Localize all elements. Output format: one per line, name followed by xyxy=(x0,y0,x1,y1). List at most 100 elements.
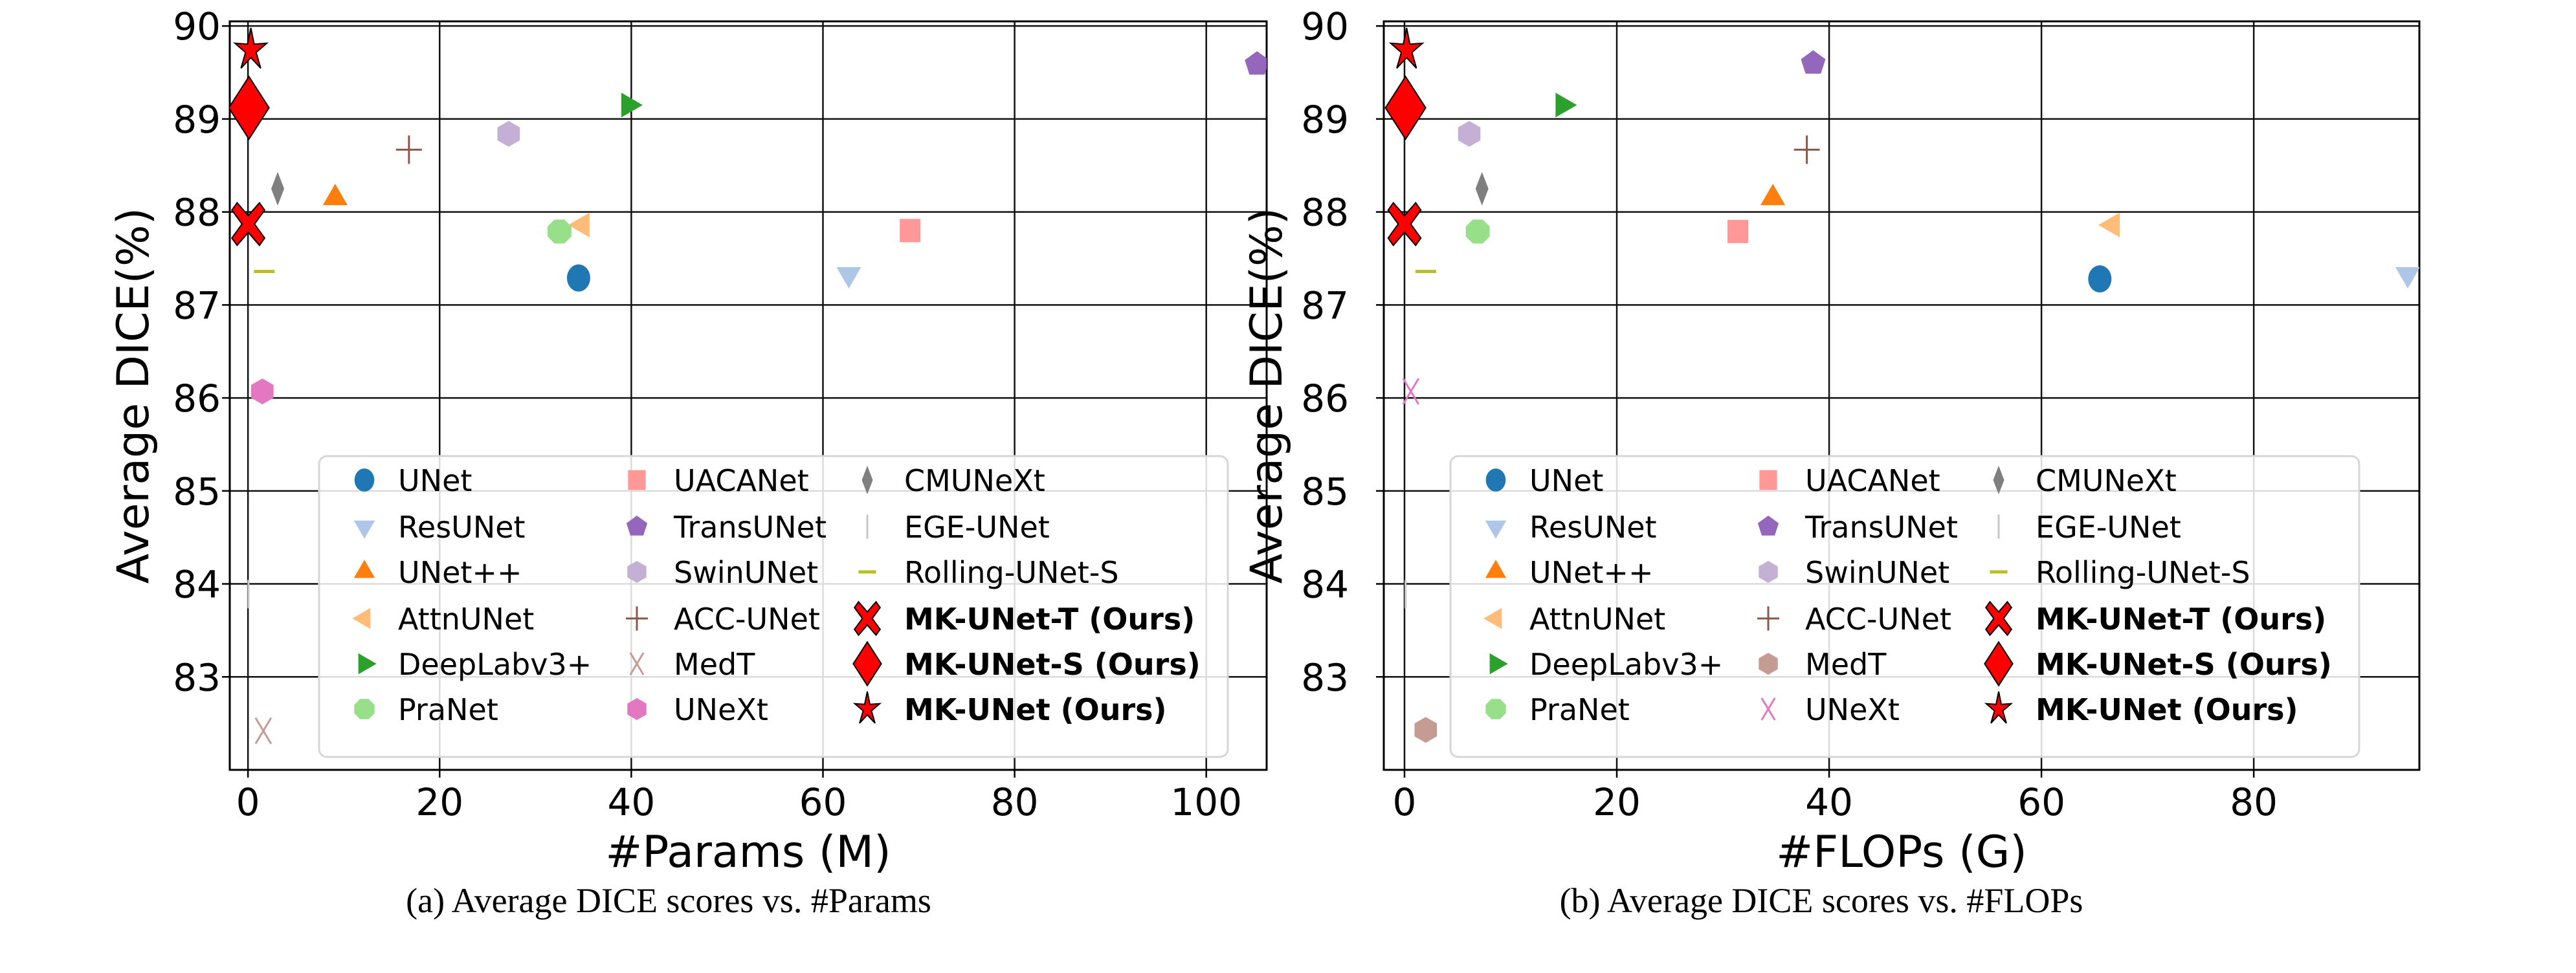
data-point-uacanet xyxy=(1727,219,1749,243)
x-axis-label: #FLOPs (G) xyxy=(1776,827,2027,878)
legend-marker-icon xyxy=(1984,640,2014,687)
data-point-swinunet xyxy=(497,120,520,147)
data-point-medt xyxy=(1414,717,1438,743)
legend-marker-icon xyxy=(1485,520,1507,539)
y-tick-label: 89 xyxy=(1301,98,1349,142)
y-tick-label: 83 xyxy=(173,655,221,699)
data-point-acc-unet xyxy=(1793,135,1820,164)
legend-label: UNet xyxy=(398,463,472,498)
x-tick-label: 20 xyxy=(1593,780,1641,824)
data-point-mk-unet-s-ours xyxy=(230,75,270,140)
y-axis-label: Average DICE(%) xyxy=(1241,208,1293,584)
legend-label: CMUNeXt xyxy=(904,463,1045,498)
legend-label: Rolling-UNet-S xyxy=(2036,555,2250,590)
legend-marker-icon xyxy=(353,560,375,578)
x-tick-label: 0 xyxy=(236,780,260,824)
x-tick-label: 100 xyxy=(1170,780,1242,824)
legend-label: MK-UNet (Ours) xyxy=(904,692,1167,727)
legend-marker-icon xyxy=(1757,516,1779,536)
data-point-unet xyxy=(2088,265,2112,293)
legend-label: AttnUNet xyxy=(1529,602,1665,637)
data-point-attnunet xyxy=(2098,212,2120,237)
legend-label: PraNet xyxy=(398,692,498,727)
legend-label: MedT xyxy=(674,647,755,682)
y-axis-label: Average DICE(%) xyxy=(108,208,159,584)
legend-label: UNeXt xyxy=(674,692,768,727)
legend-label: UNeXt xyxy=(1805,692,1900,727)
data-point-deeplabv3 xyxy=(1555,93,1577,118)
y-tick-label: 84 xyxy=(1301,563,1349,607)
legend-label: MK-UNet-T (Ours) xyxy=(904,602,1195,637)
plot-frame xyxy=(1382,20,2421,771)
legend-marker-icon xyxy=(626,606,648,631)
legend-marker-icon xyxy=(353,520,375,539)
data-point-acc-unet xyxy=(395,135,422,164)
data-point-cmunext xyxy=(1475,171,1489,206)
legend-marker-icon xyxy=(1760,697,1776,721)
y-tick-label: 86 xyxy=(173,377,221,421)
legend-box xyxy=(318,455,1229,758)
data-point-mk-unet-s-ours xyxy=(1384,75,1427,140)
legend-label: MK-UNet (Ours) xyxy=(2036,692,2298,727)
legend-marker-icon xyxy=(629,652,645,675)
y-tick-label: 87 xyxy=(173,283,221,327)
y-tick-label: 83 xyxy=(1301,655,1349,699)
legend-marker-icon xyxy=(1489,653,1508,675)
data-point-mk-unet-ours xyxy=(1388,27,1425,69)
legend-label: TransUNet xyxy=(1804,510,1958,545)
legend-marker-icon xyxy=(1993,465,2004,495)
legend-marker-icon xyxy=(1757,606,1779,631)
legend-label: MK-UNet-T (Ours) xyxy=(2036,602,2326,637)
y-tick-label: 85 xyxy=(1301,470,1349,514)
legend-marker-icon xyxy=(354,699,375,719)
data-point-pranet xyxy=(1465,219,1490,244)
legend-label: ACC-UNet xyxy=(1805,602,1951,637)
legend-marker-icon xyxy=(1759,653,1778,675)
data-point-unet xyxy=(322,184,348,206)
legend: UNet ResUNet UNet++ AttnUNet DeepLabv3+ PraNe… xyxy=(318,455,1229,758)
legend-marker-icon xyxy=(853,600,882,637)
x-tick-label: 60 xyxy=(2017,780,2065,824)
y-tick-label: 90 xyxy=(1301,5,1349,49)
legend-label: MedT xyxy=(1805,647,1887,682)
legend-label: UACANet xyxy=(674,463,809,498)
data-points xyxy=(1384,27,2419,743)
legend-marker-icon xyxy=(628,470,646,490)
legend-marker-icon xyxy=(1485,468,1506,492)
legend-marker-icon xyxy=(852,640,882,687)
data-point-mk-unet-t-ours xyxy=(231,201,266,246)
legend-marker-icon xyxy=(626,516,648,536)
data-point-uacanet xyxy=(900,219,921,243)
legend-label: PraNet xyxy=(1529,692,1630,727)
caption-params: (a) Average DICE scores vs. #Params xyxy=(406,881,931,920)
legend-label: UNet++ xyxy=(398,555,522,590)
legend-marker-icon xyxy=(1485,560,1507,578)
y-tick-label: 90 xyxy=(173,5,221,49)
y-tick-label: 88 xyxy=(1301,191,1349,235)
y-tick-label: 86 xyxy=(1301,377,1349,421)
y-tick-label: 87 xyxy=(1301,283,1349,327)
legend-marker-icon xyxy=(861,465,873,495)
legend-box xyxy=(1449,455,2360,758)
legend-label: MK-UNet-S (Ours) xyxy=(904,647,1201,682)
x-axis-label: #Params (M) xyxy=(605,827,891,878)
data-point-pranet xyxy=(547,219,572,244)
legend-marker-icon xyxy=(852,691,882,724)
legend-marker-icon xyxy=(354,468,375,492)
data-point-mk-unet-t-ours xyxy=(1387,201,1422,246)
y-tick-label: 85 xyxy=(173,470,221,514)
legend-label: SwinUNet xyxy=(1805,555,1949,590)
legend-marker-icon xyxy=(1485,699,1506,719)
data-point-unet xyxy=(1760,184,1786,206)
data-point-deeplabv3 xyxy=(621,93,643,118)
y-tick-label: 89 xyxy=(173,98,221,142)
legend-label: EGE-UNet xyxy=(2036,510,2181,545)
legend-label: DeepLabv3+ xyxy=(1529,647,1723,682)
legend-label: MK-UNet-S (Ours) xyxy=(2036,647,2332,682)
legend-label: UNet xyxy=(1529,463,1603,498)
legend-label: SwinUNet xyxy=(674,555,818,590)
legend-marker-icon xyxy=(627,561,647,583)
x-tick-label: 80 xyxy=(991,780,1039,824)
data-point-unet xyxy=(566,264,590,292)
